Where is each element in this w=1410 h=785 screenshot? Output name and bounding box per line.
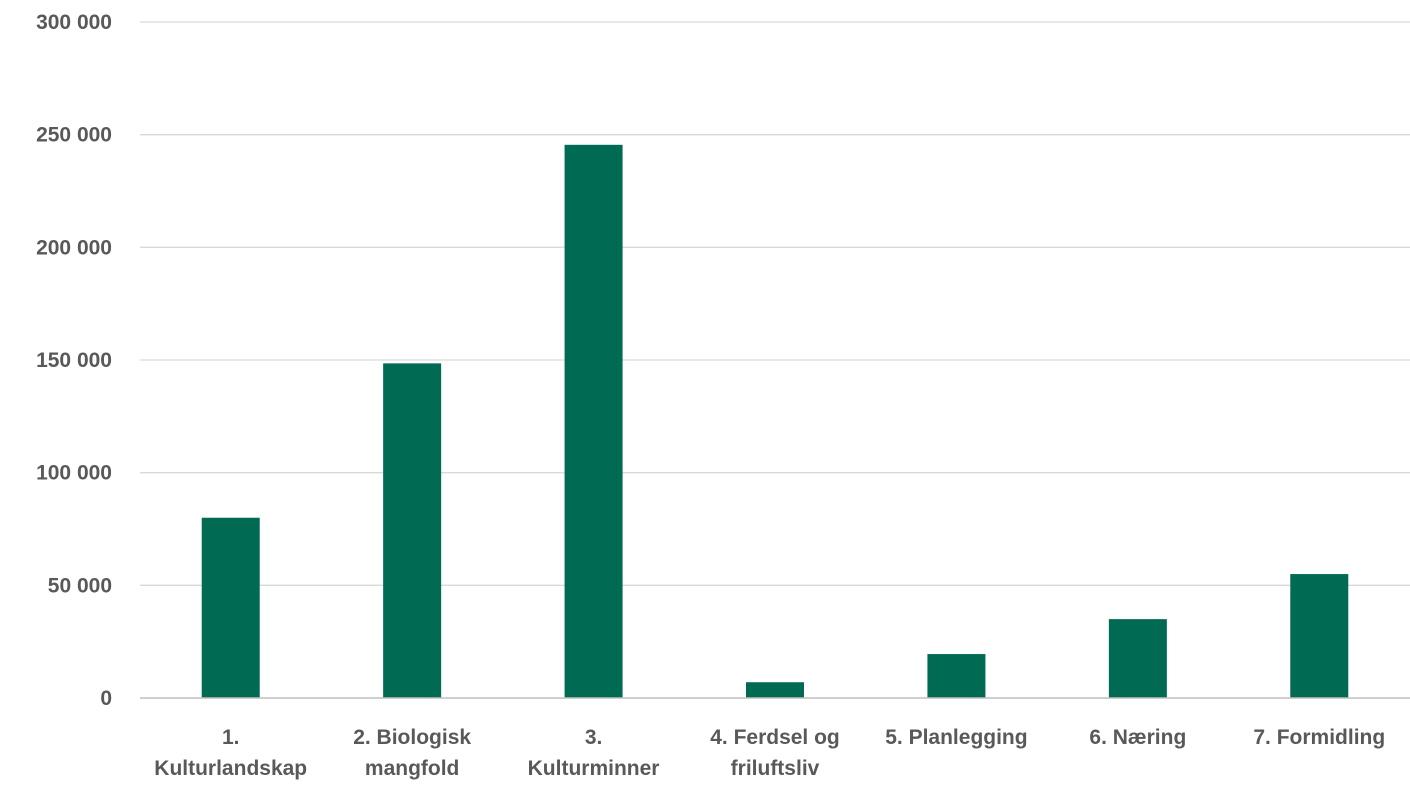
x-category-label: 7. Formidling <box>1253 726 1385 749</box>
x-category-label: 5. Planlegging <box>885 726 1027 749</box>
y-tick-label: 100 000 <box>36 462 112 485</box>
x-category-label: 1. Kulturlandskap <box>154 726 307 780</box>
y-tick-label: 150 000 <box>36 349 112 372</box>
bar <box>383 363 442 698</box>
bar <box>201 517 260 698</box>
y-tick-label: 200 000 <box>36 236 112 259</box>
bar <box>564 144 623 699</box>
y-tick-label: 300 000 <box>36 11 112 34</box>
y-tick-label: 50 000 <box>48 574 112 597</box>
x-category-label: 4. Ferdsel og friluftsliv <box>710 726 840 780</box>
bar <box>1108 619 1167 698</box>
y-axis-ticks: 0 50 000 100 000 150 000 200 000 250 000 300 0… <box>36 11 112 710</box>
y-tick-label: 250 000 <box>36 124 112 147</box>
bars <box>201 144 1349 699</box>
x-category-label: 6. Næring <box>1089 726 1186 749</box>
bar <box>927 654 986 698</box>
bar <box>1290 574 1349 698</box>
bar <box>746 682 804 698</box>
x-category-label: 3. Kulturminner <box>528 726 660 780</box>
y-tick-label: 0 <box>100 687 112 710</box>
gridlines <box>140 21 1410 586</box>
x-category-label: 2. Biologisk mangfold <box>353 726 471 780</box>
category-labels: 1. Kulturlandskap 2. Biologisk mangfold 3. Ku… <box>154 726 1385 780</box>
